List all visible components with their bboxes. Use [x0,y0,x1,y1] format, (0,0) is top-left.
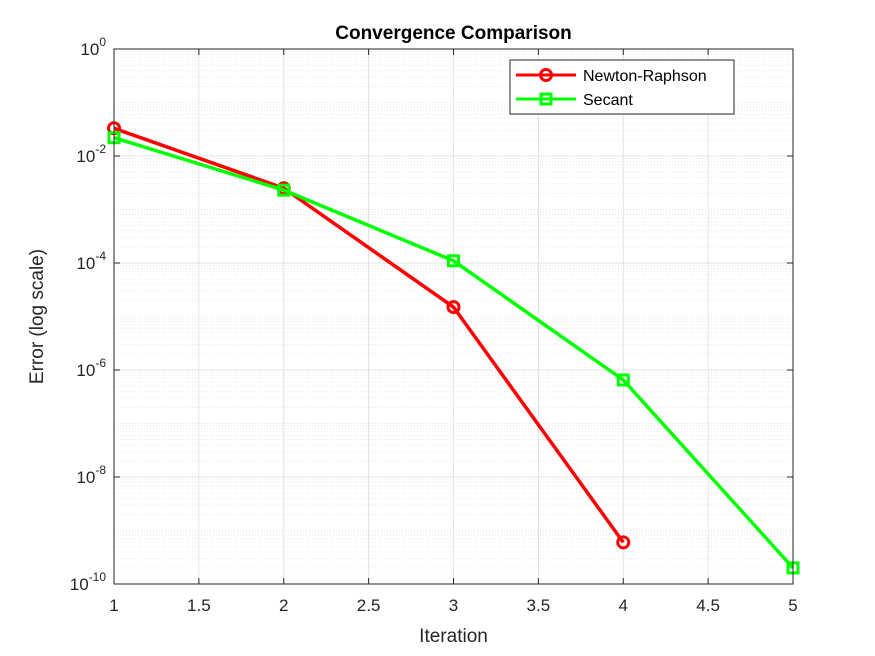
data-point-secant [277,183,291,197]
y-tick-label: 10-10 [70,570,107,594]
data-point-secant [447,254,460,268]
legend-label-secant: Secant [583,92,633,109]
legend-marker-secant [539,92,553,106]
x-tick-label: 2 [279,596,288,615]
x-tick-label: 4.5 [696,596,720,615]
y-tick-label: 10-8 [76,463,106,487]
legend: Newton-Raphson Secant [509,59,735,115]
x-tick-label: 2.5 [357,596,381,615]
x-tick-label: 1 [109,596,118,615]
data-point-newton-raphson [616,535,631,550]
y-tick-label: 10-4 [76,249,106,273]
series-line-newton-raphson [113,126,625,544]
major-grid [113,48,794,585]
legend-marker-newton-raphson [539,68,553,82]
y-tick-labels: 100 10-2 10-4 10-6 10-8 10-10 [70,35,107,594]
series-line-secant [113,136,795,570]
y-tick-label: 10-6 [76,356,106,380]
x-tick-label: 4 [619,596,628,615]
y-tick-label: 100 [80,35,106,59]
x-axis-label: Iteration [419,626,488,647]
x-tick-label: 1.5 [187,596,211,615]
data-point-newton-raphson [446,300,461,315]
y-tick-label: 10-2 [76,142,106,166]
x-tick-label: 3 [449,596,458,615]
chart-title: Convergence Comparison [335,23,572,44]
y-axis-label: Error (log scale) [27,249,48,384]
legend-label-newton-raphson: Newton-Raphson [583,68,707,85]
x-tick-labels: 1 1.5 2 2.5 3 3.5 4 4.5 5 [109,596,797,615]
ticks-layer [113,48,794,585]
x-tick-label: 3.5 [527,596,551,615]
data-point-secant [616,373,630,387]
series-layer [107,121,800,575]
x-tick-label: 5 [788,596,797,615]
